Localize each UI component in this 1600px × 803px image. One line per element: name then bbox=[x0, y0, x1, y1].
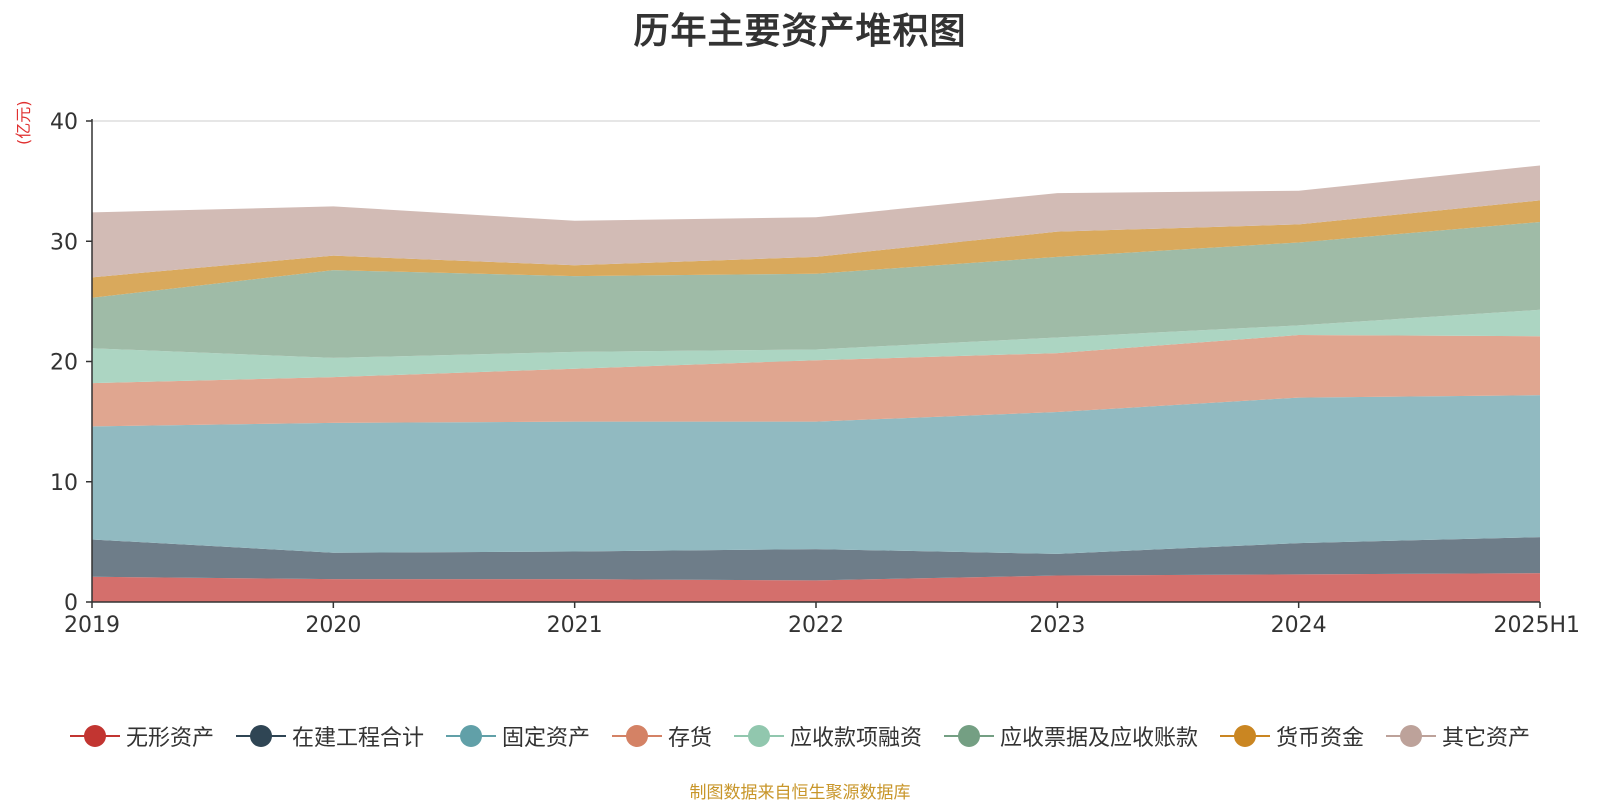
chart-title: 历年主要资产堆积图 bbox=[633, 11, 967, 52]
legend-marker-icon bbox=[1386, 724, 1437, 748]
legend-marker-icon bbox=[611, 724, 662, 748]
x-tick-label: 2025H1 bbox=[1493, 613, 1580, 638]
area-series-在建工程合计 bbox=[92, 537, 1540, 581]
legend-label: 无形资产 bbox=[125, 726, 214, 751]
legend-marker-icon bbox=[1220, 724, 1271, 748]
x-tick-label: 2019 bbox=[64, 613, 120, 638]
x-tick-label: 2022 bbox=[788, 613, 844, 638]
area-series-其它资产 bbox=[92, 165, 1540, 278]
legend-label: 在建工程合计 bbox=[291, 726, 424, 751]
legend-marker-icon bbox=[944, 724, 995, 748]
y-tick-label: 30 bbox=[50, 230, 78, 255]
legend: 无形资产 在建工程合计 固定资产 存货 应收款项融资 应收票据及应收账款 货币资金 其它资产 bbox=[0, 716, 1600, 756]
area-series-存货 bbox=[92, 335, 1540, 427]
legend-label: 固定资产 bbox=[501, 726, 590, 751]
legend-label: 存货 bbox=[667, 726, 712, 751]
legend-item[interactable]: 货币资金 bbox=[1220, 720, 1364, 752]
axes bbox=[86, 119, 1541, 608]
area-series bbox=[92, 165, 1540, 602]
legend-item[interactable]: 固定资产 bbox=[445, 720, 590, 752]
legend-label: 货币资金 bbox=[1276, 726, 1365, 751]
legend-label: 应收票据及应收账款 bbox=[1000, 726, 1199, 751]
y-tick-labels: 0 10 20 30 40 bbox=[50, 110, 78, 616]
legend-marker-icon bbox=[69, 724, 120, 748]
stacked-area-chart: 0 10 20 30 40 2019 2020 2021 2022 2023 2024 2025H1 bbox=[50, 110, 1580, 638]
x-tick-label: 2024 bbox=[1271, 613, 1327, 638]
y-tick-label: 40 bbox=[50, 110, 78, 135]
x-tick-labels: 2019 2020 2021 2022 2023 2024 2025H1 bbox=[64, 613, 1580, 638]
source-note: 制图数据来自恒生聚源数据库 bbox=[689, 783, 911, 803]
legend-item[interactable]: 应收票据及应收账款 bbox=[944, 720, 1198, 752]
legend-item[interactable]: 在建工程合计 bbox=[235, 720, 424, 752]
legend-marker-icon bbox=[235, 724, 286, 748]
area-series-应收票据及应收账款 bbox=[92, 222, 1540, 358]
legend-item[interactable]: 存货 bbox=[611, 720, 712, 752]
x-tick-label: 2023 bbox=[1029, 613, 1085, 638]
legend-item[interactable]: 应收款项融资 bbox=[734, 720, 922, 752]
x-tick-label: 2020 bbox=[305, 613, 361, 638]
area-series-固定资产 bbox=[92, 395, 1540, 554]
x-tick-label: 2021 bbox=[547, 613, 603, 638]
legend-label: 应收款项融资 bbox=[790, 726, 923, 751]
y-tick-label: 20 bbox=[50, 351, 78, 376]
area-series-无形资产 bbox=[92, 573, 1540, 602]
y-tick-label: 10 bbox=[50, 471, 78, 496]
y-tick-label: 0 bbox=[64, 591, 78, 616]
legend-marker-icon bbox=[445, 724, 496, 748]
legend-label: 其它资产 bbox=[1442, 726, 1531, 751]
legend-item[interactable]: 其它资产 bbox=[1386, 720, 1530, 752]
legend-item[interactable]: 无形资产 bbox=[69, 720, 214, 752]
legend-marker-icon bbox=[734, 724, 784, 748]
area-series-应收款项融资 bbox=[92, 309, 1540, 384]
